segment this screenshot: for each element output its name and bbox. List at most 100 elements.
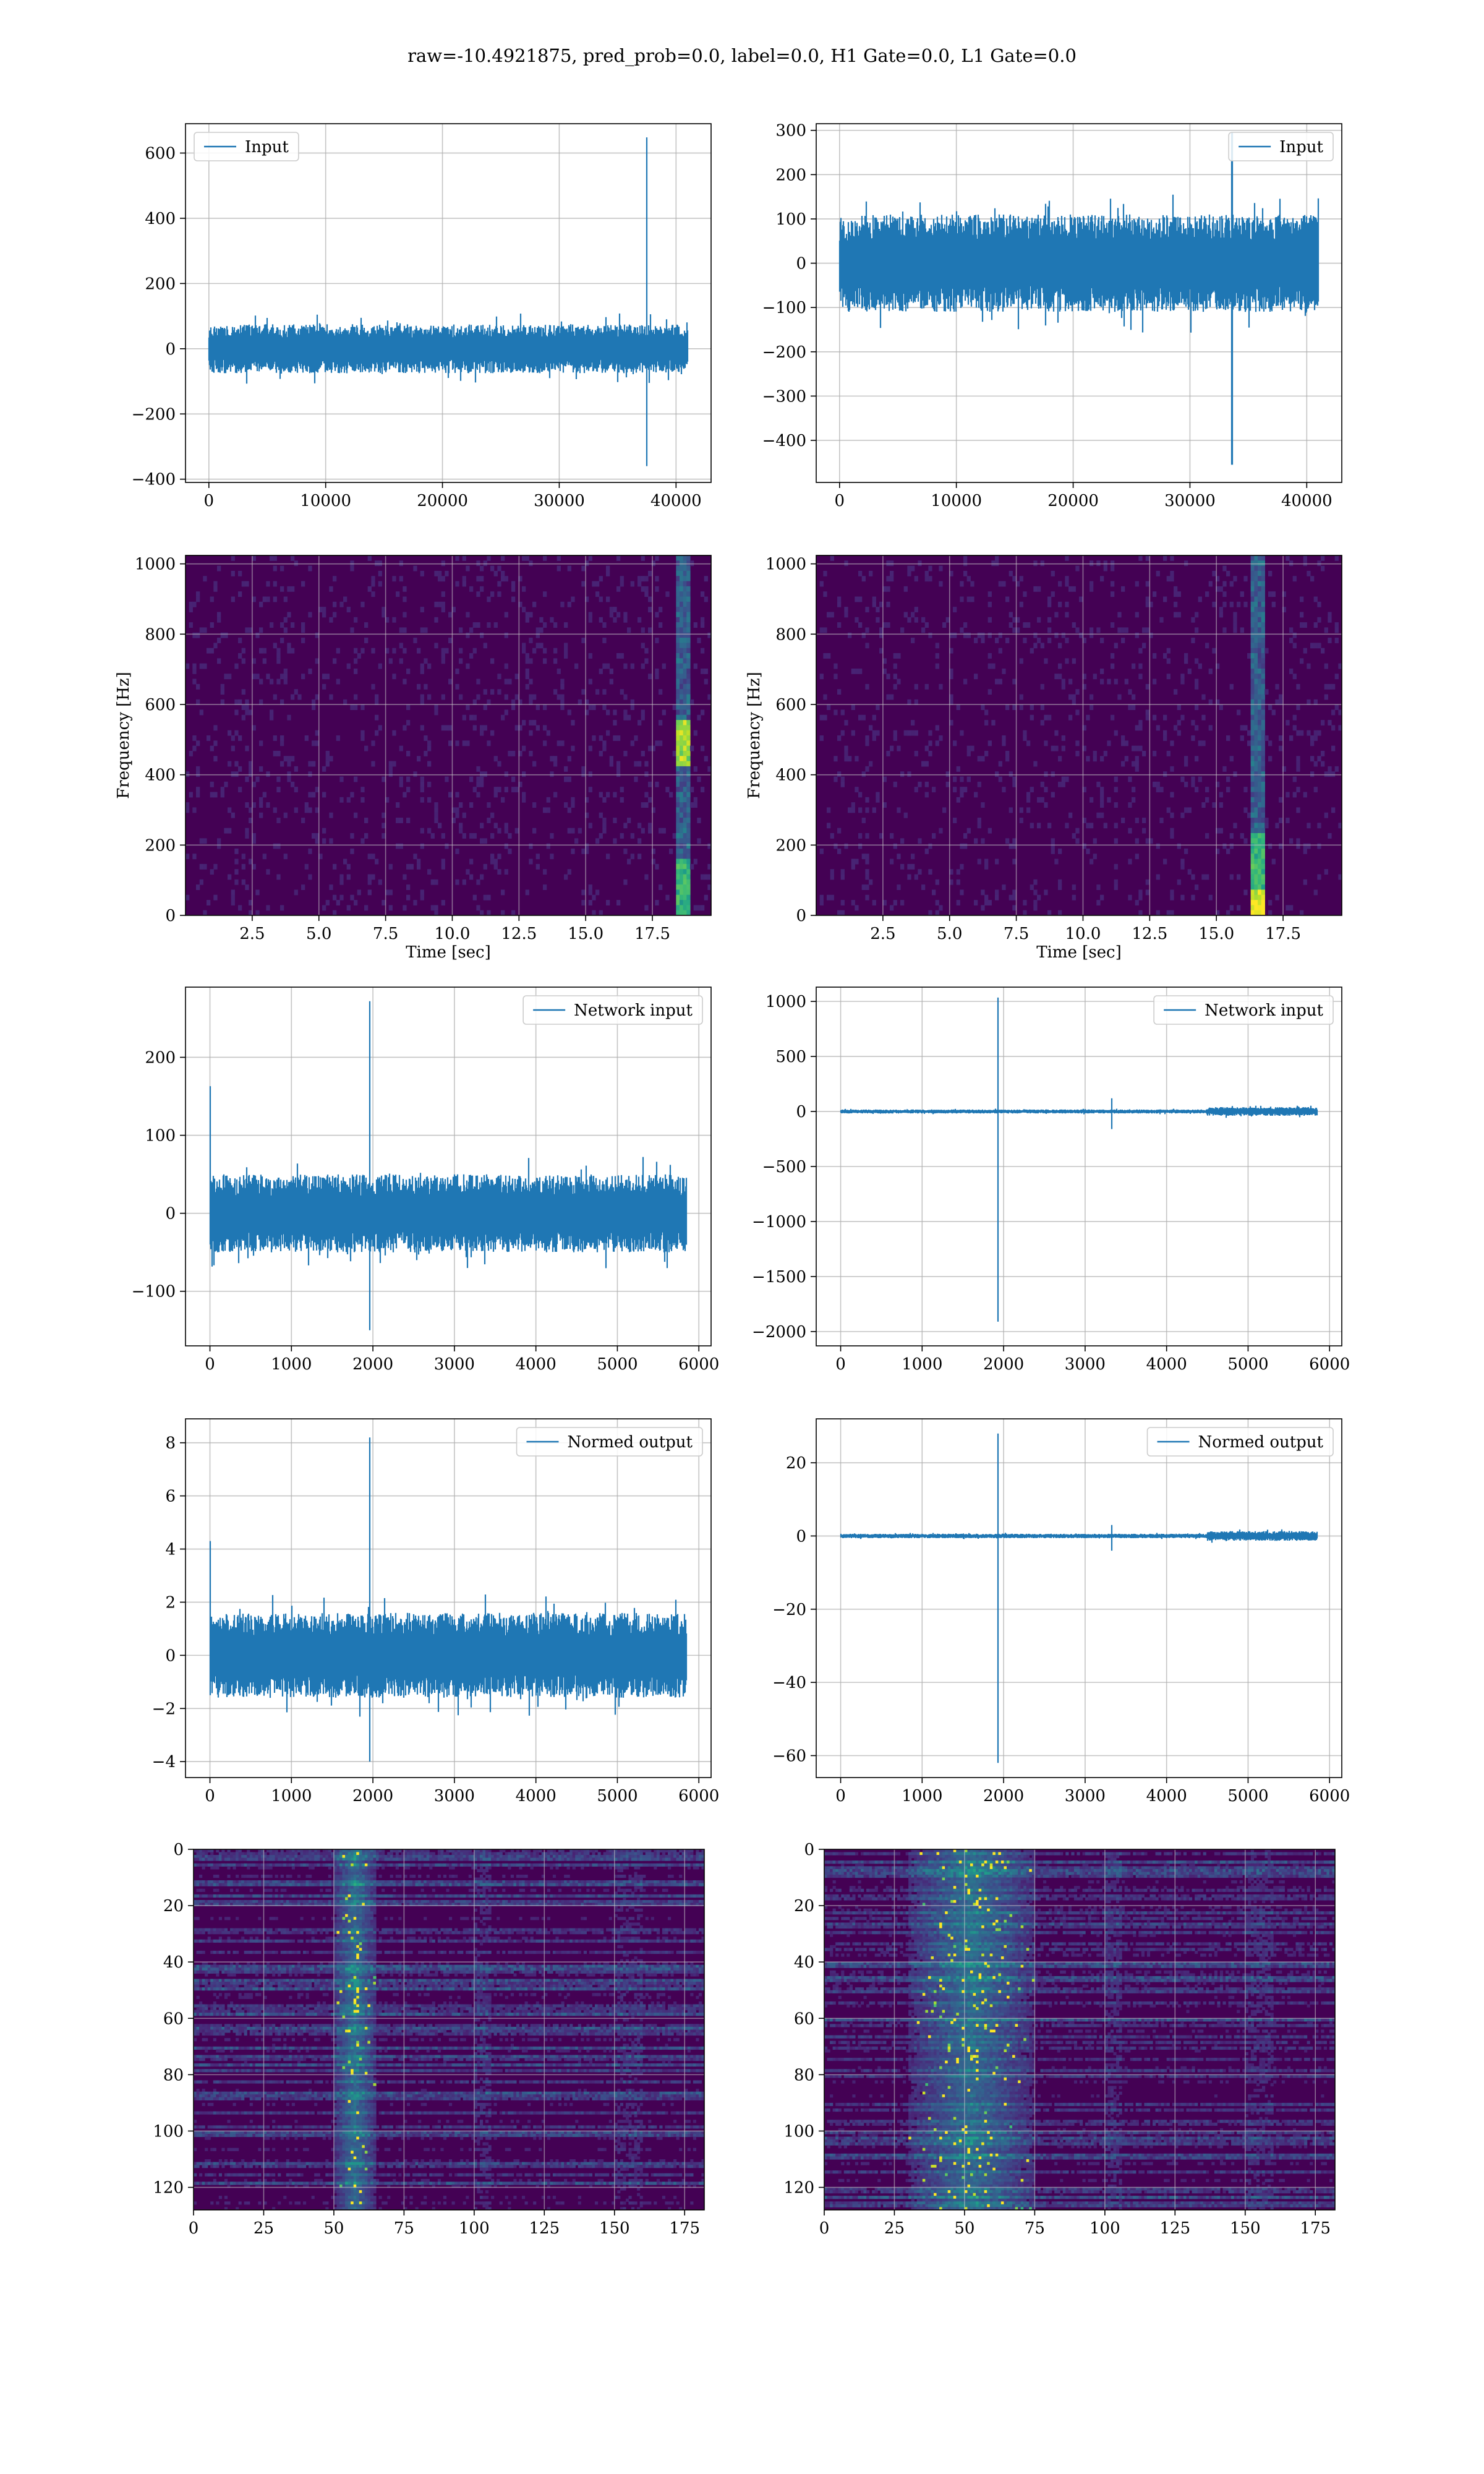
x-tick-label: 6000 [678, 1787, 719, 1805]
grid [186, 1419, 711, 1778]
ticks: 0 1000 2000 3000 4000 5000 6000 −60 −40 −20 0 20 [772, 1454, 1350, 1805]
ticks: 0 10000 20000 30000 40000 −400 −300 −200 −100 0 10… [762, 122, 1333, 510]
legend: Network input [522, 995, 703, 1025]
grid [816, 987, 1342, 1346]
panel-network-input-l1: 0 1000 2000 3000 4000 5000 6000−2000−1500−1000… [752, 987, 1350, 1374]
series-line [209, 1437, 688, 1762]
y-tick-label: 0 [796, 255, 806, 273]
legend-label: Normed output [1198, 1433, 1324, 1452]
x-tick-label: 20000 [417, 492, 468, 510]
y-tick-label: −500 [762, 1158, 806, 1176]
y-tick-label: 40 [794, 1953, 814, 1972]
y-tick-label: −2 [152, 1700, 176, 1718]
x-tick-label: 50 [954, 2219, 974, 2238]
legend: Normed output [1146, 1427, 1334, 1457]
series-line [838, 132, 1320, 465]
x-tick-label: 150 [1230, 2219, 1261, 2238]
x-tick-label: 3000 [434, 1355, 475, 1374]
plot-area [816, 555, 1342, 915]
x-tick-label: 5000 [1227, 1787, 1268, 1805]
x-tick-label: 75 [394, 2219, 414, 2238]
plot-area [186, 987, 711, 1346]
x-tick-label: 0 [205, 1787, 215, 1805]
x-tick-label: 10000 [300, 492, 351, 510]
series-line [209, 1001, 688, 1330]
axes-frame [185, 123, 712, 483]
y-tick-label: −20 [772, 1601, 806, 1619]
ticks: 0 10000 20000 30000 40000 −400 −200 0 200 400 600 [132, 144, 702, 510]
y-tick-label: 200 [145, 1048, 176, 1067]
x-tick-label: 4000 [1146, 1355, 1187, 1374]
y-tick-label: 200 [145, 275, 176, 293]
x-tick-label: 12.5 [1132, 925, 1167, 943]
plot-area [816, 124, 1342, 482]
x-tick-label: 175 [669, 2219, 700, 2238]
panel-spectrogram-l1: 2.5 5.0 7.5 10.0 12.5 15.0 17.5 0 200 400 600 800 10… [745, 555, 1342, 962]
y-tick-label: 100 [775, 210, 806, 229]
x-tick-label: 25 [254, 2219, 274, 2238]
x-tick-label: 17.5 [1265, 925, 1301, 943]
y-tick-label: 0 [804, 1841, 814, 1859]
y-tick-label: −4 [152, 1753, 176, 1771]
y-tick-label: −1500 [752, 1268, 806, 1286]
x-tick-label: 50 [323, 2219, 344, 2238]
x-tick-label: 6000 [1309, 1355, 1350, 1374]
heatmap-cells [186, 555, 711, 915]
x-tick-label: 15.0 [1198, 925, 1234, 943]
figure-title: raw=-10.4921875, pred_prob=0.0, label=0.… [407, 45, 1077, 67]
panel-input-l1: 0 10000 20000 30000 40000 −400 −300 −200 −100 0 10… [762, 122, 1342, 510]
legend-label: Input [245, 138, 289, 156]
y-tick-label: −40 [772, 1674, 806, 1692]
x-tick-label: 0 [835, 492, 845, 510]
y-tick-label: 800 [145, 625, 176, 644]
y-tick-label: 200 [775, 836, 806, 855]
y-tick-label: 600 [145, 696, 176, 714]
x-tick-label: 30000 [534, 492, 585, 510]
y-tick-label: 100 [145, 1127, 176, 1145]
x-tick-label: 1000 [902, 1787, 942, 1805]
y-tick-label: 4 [165, 1541, 176, 1559]
ticks: 2.5 5.0 7.5 10.0 12.5 15.0 17.5 0 200 400 600 800 10… [135, 555, 670, 943]
y-tick-label: −200 [132, 405, 176, 424]
x-tick-label: 4000 [516, 1355, 556, 1374]
x-tick-label: 175 [1300, 2219, 1331, 2238]
y-tick-label: 600 [775, 696, 806, 714]
plot-area [186, 124, 711, 482]
plot-area [816, 987, 1342, 1346]
panel-normed-output-l1: 0 1000 2000 3000 4000 5000 6000 −60 −40 −20 0 20 Nor… [772, 1418, 1350, 1805]
x-axis-label: Time [sec] [406, 943, 491, 962]
panel-spectrogram-h1: 2.5 5.0 7.5 10.0 12.5 15.0 17.5 0 200 400 600 800 10… [114, 555, 712, 962]
x-tick-label: 40000 [1281, 492, 1333, 510]
x-tick-label: 125 [1159, 2219, 1190, 2238]
legend: Input [194, 132, 299, 161]
x-tick-label: 10.0 [435, 925, 471, 943]
y-tick-label: −2000 [752, 1323, 806, 1342]
x-tick-label: 25 [884, 2219, 905, 2238]
y-tick-label: 400 [775, 766, 806, 785]
heatmap-cells [819, 555, 1342, 915]
series-line [208, 137, 689, 466]
y-tick-label: 1000 [135, 555, 176, 574]
x-tick-label: 5.0 [937, 925, 962, 943]
legend-label: Normed output [568, 1433, 693, 1452]
y-tick-label: 8 [165, 1434, 176, 1453]
x-tick-label: 10000 [931, 492, 982, 510]
plot-area [194, 1849, 704, 2210]
x-tick-label: 20000 [1047, 492, 1099, 510]
x-axis-label: Time [sec] [1036, 943, 1122, 962]
plot-area [186, 1419, 711, 1778]
axes-frame [185, 1418, 712, 1778]
x-tick-label: 0 [835, 1787, 846, 1805]
ticks: 0 25 50 75 100 125 150 175 0 20 40 60 80 100 120 [783, 1841, 1331, 2238]
y-tick-label: −60 [772, 1747, 806, 1765]
y-tick-label: 100 [783, 2122, 814, 2141]
y-tick-label: 0 [796, 907, 806, 925]
heatmap-cells [824, 1849, 1335, 2210]
axes-frame [193, 1849, 705, 2211]
y-tick-label: −100 [132, 1283, 176, 1301]
x-tick-label: 1000 [271, 1787, 312, 1805]
grid [824, 1849, 1335, 2210]
y-tick-label: 2 [165, 1593, 176, 1612]
y-tick-label: 0 [796, 1527, 806, 1546]
